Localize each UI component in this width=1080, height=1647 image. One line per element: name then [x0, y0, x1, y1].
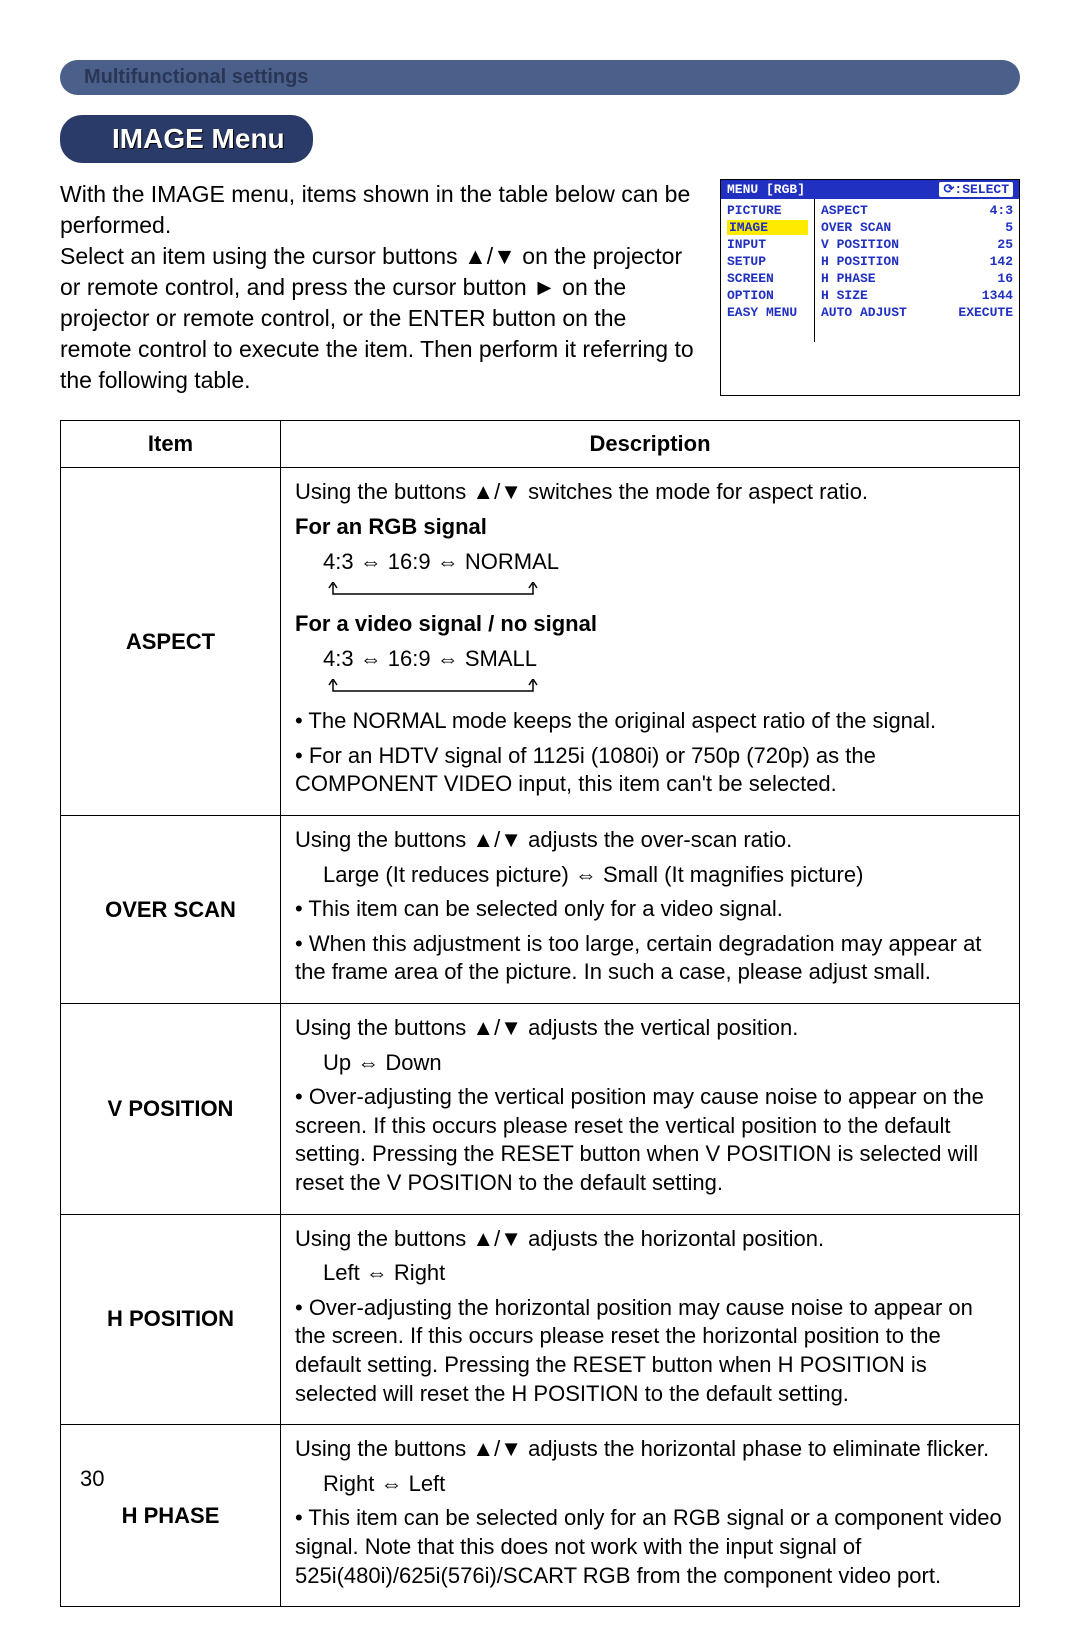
osd-right-row: H POSITION142: [821, 254, 1013, 269]
page-number: 30: [80, 1466, 104, 1492]
osd-right-row: AUTO ADJUSTEXECUTE: [821, 305, 1013, 320]
description-cell: Using the buttons ▲/▼ adjusts the horizo…: [281, 1214, 1020, 1425]
osd-right-row: OVER SCAN5: [821, 220, 1013, 235]
item-cell: ASPECT: [61, 468, 281, 816]
osd-left-item: PICTURE: [727, 203, 808, 218]
item-cell: OVER SCAN: [61, 816, 281, 1004]
osd-right-row: ASPECT4:3: [821, 203, 1013, 218]
description-cell: Using the buttons ▲/▼ switches the mode …: [281, 468, 1020, 816]
osd-left-item: SETUP: [727, 254, 808, 269]
osd-right-row: H PHASE16: [821, 271, 1013, 286]
osd-header-left: MENU [RGB]: [727, 182, 805, 197]
osd-select-icon: ⟳: [943, 182, 954, 197]
section-header-bar: Multifunctional settings: [60, 60, 1020, 95]
osd-left-item: INPUT: [727, 237, 808, 252]
table-row: H PHASEUsing the buttons ▲/▼ adjusts the…: [61, 1425, 1020, 1607]
osd-right-column: ASPECT4:3 OVER SCAN5 V POSITION25 H POSITIO…: [815, 199, 1019, 342]
item-cell: H PHASE: [61, 1425, 281, 1607]
item-cell: V POSITION: [61, 1004, 281, 1215]
osd-left-item: EASY MENU: [727, 305, 808, 320]
osd-menu-screenshot: MENU [RGB] ⟳:SELECT PICTURE IMAGE INPUT SET…: [720, 179, 1020, 396]
table-row: V POSITIONUsing the buttons ▲/▼ adjusts …: [61, 1004, 1020, 1215]
description-cell: Using the buttons ▲/▼ adjusts the vertic…: [281, 1004, 1020, 1215]
intro-paragraph: With the IMAGE menu, items shown in the …: [60, 179, 702, 396]
table-row: ASPECTUsing the buttons ▲/▼ switches the…: [61, 468, 1020, 816]
osd-header-right: ⟳:SELECT: [939, 182, 1013, 197]
item-cell: H POSITION: [61, 1214, 281, 1425]
table-row: H POSITIONUsing the buttons ▲/▼ adjusts …: [61, 1214, 1020, 1425]
osd-right-row: V POSITION25: [821, 237, 1013, 252]
description-cell: Using the buttons ▲/▼ adjusts the over-s…: [281, 816, 1020, 1004]
osd-left-item: OPTION: [727, 288, 808, 303]
osd-left-item: SCREEN: [727, 271, 808, 286]
table-header-description: Description: [281, 421, 1020, 468]
osd-left-column: PICTURE IMAGE INPUT SETUP SCREEN OPTION EASY M…: [721, 199, 815, 342]
table-header-item: Item: [61, 421, 281, 468]
loop-arrow-icon: [323, 582, 543, 602]
description-cell: Using the buttons ▲/▼ adjusts the horizo…: [281, 1425, 1020, 1607]
table-row: OVER SCANUsing the buttons ▲/▼ adjusts t…: [61, 816, 1020, 1004]
osd-right-row: H SIZE1344: [821, 288, 1013, 303]
page-title-chip: IMAGE Menu: [60, 115, 313, 163]
osd-left-item: IMAGE: [727, 220, 808, 235]
page-title: IMAGE Menu: [112, 123, 285, 154]
section-header-text: Multifunctional settings: [84, 66, 308, 88]
settings-table: Item Description ASPECTUsing the buttons…: [60, 420, 1020, 1607]
loop-arrow-icon: [323, 679, 543, 699]
